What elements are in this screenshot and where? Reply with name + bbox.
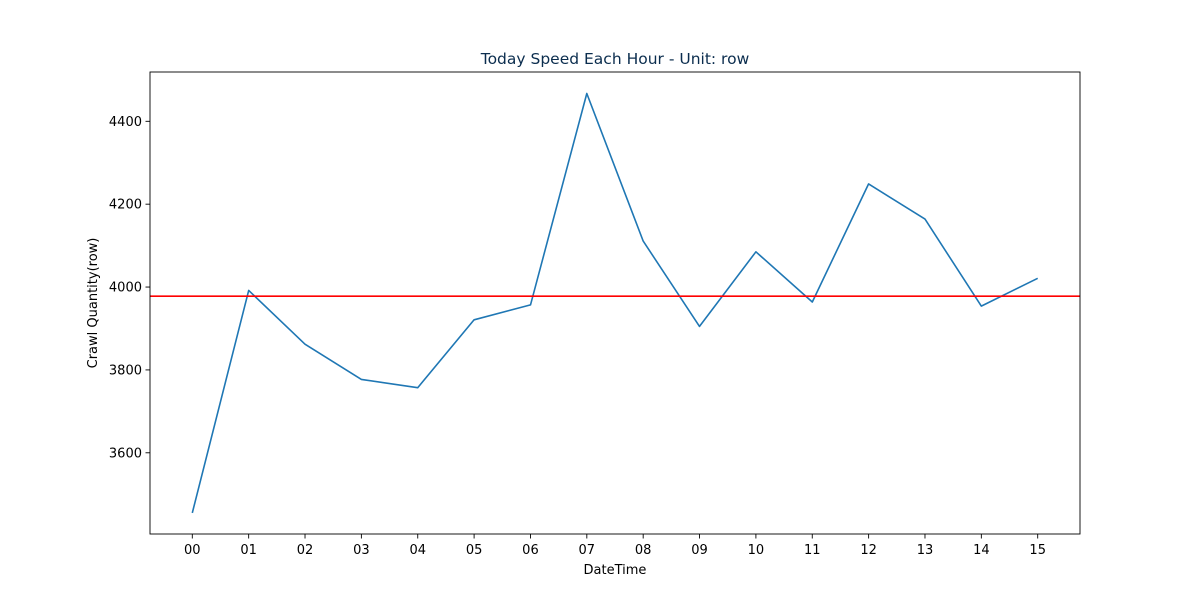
y-tick-label: 4400 xyxy=(109,115,142,130)
chart-title: Today Speed Each Hour - Unit: row xyxy=(480,50,750,68)
x-tick-label: 01 xyxy=(240,543,257,558)
x-tick-label: 13 xyxy=(917,543,934,558)
x-tick-label: 05 xyxy=(466,543,483,558)
y-tick-label: 4000 xyxy=(109,281,142,296)
y-tick-label: 3800 xyxy=(109,363,142,378)
y-tick-label: 4200 xyxy=(109,198,142,213)
y-tick-label: 3600 xyxy=(109,446,142,461)
x-axis-label: DateTime xyxy=(584,563,647,578)
x-tick-label: 10 xyxy=(748,543,765,558)
series-line xyxy=(191,92,1039,514)
x-tick-label: 11 xyxy=(804,543,821,558)
x-tick-label: 07 xyxy=(579,543,596,558)
x-tick-label: 04 xyxy=(409,543,426,558)
x-tick-label: 14 xyxy=(973,543,990,558)
x-tick-label: 06 xyxy=(522,543,539,558)
y-axis-label: Crawl Quantity(row) xyxy=(86,238,101,369)
x-tick-label: 08 xyxy=(635,543,652,558)
x-tick-label: 02 xyxy=(297,543,314,558)
x-tick-label: 12 xyxy=(860,543,877,558)
x-tick-label: 09 xyxy=(691,543,708,558)
x-tick-label: 03 xyxy=(353,543,370,558)
x-tick-label: 15 xyxy=(1029,543,1046,558)
x-tick-label: 00 xyxy=(184,543,201,558)
plot-area: 00 01 02 03 04 05 06 07 08 09 10 11 12 13 14 15 3600 3800… xyxy=(109,71,1081,558)
plot-frame xyxy=(149,71,1081,535)
